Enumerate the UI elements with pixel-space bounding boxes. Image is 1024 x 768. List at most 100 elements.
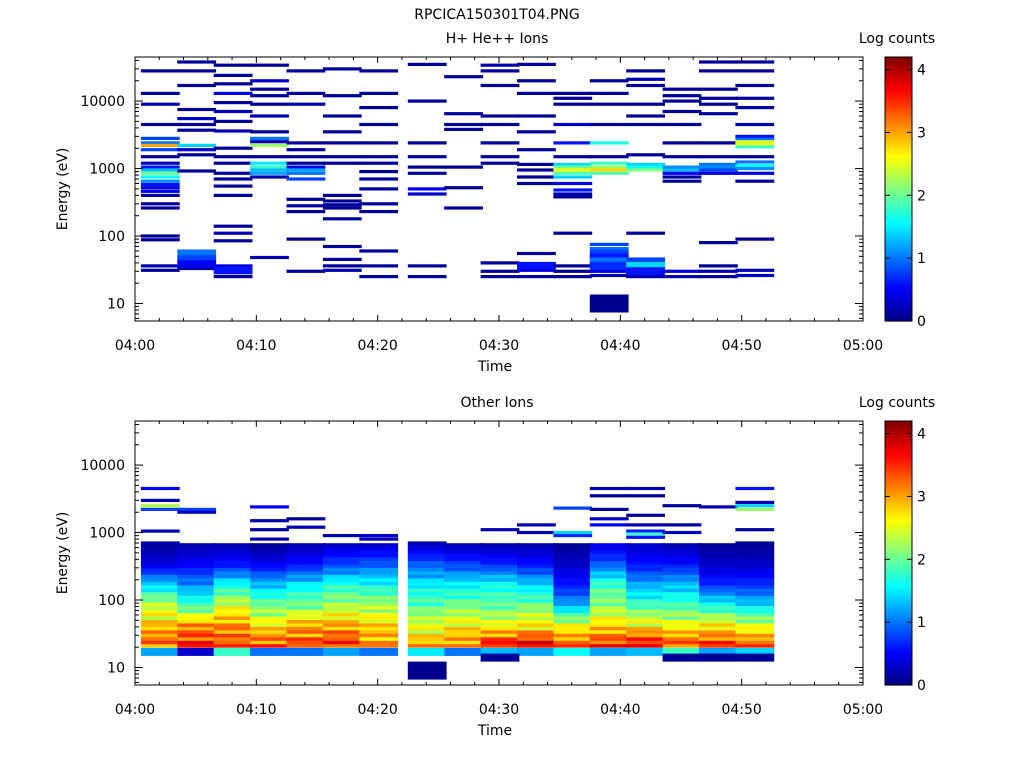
spectrogram-cell xyxy=(444,612,483,617)
spectrogram-cell xyxy=(322,612,362,617)
spectrogram-cell xyxy=(250,537,289,541)
spectrogram-cell xyxy=(177,546,217,551)
spectrogram-cell xyxy=(250,595,289,600)
colorbar-segment xyxy=(885,568,912,573)
spectrogram-cell xyxy=(626,275,665,279)
spectrogram-cell xyxy=(662,595,702,600)
colorbar-segment xyxy=(885,194,912,198)
spectrogram-cell xyxy=(517,605,556,610)
spectrogram-cell xyxy=(359,605,399,610)
spectrogram-cell xyxy=(177,636,217,641)
spectrogram-cell xyxy=(140,633,180,638)
spectrogram-cell xyxy=(735,546,775,551)
spectrogram-cell xyxy=(177,122,217,127)
colorbar-segment xyxy=(885,539,912,544)
spectrogram-cell xyxy=(626,636,665,641)
spectrogram-cell xyxy=(444,626,483,631)
colorbar-segment xyxy=(885,603,912,607)
spectrogram-cell xyxy=(626,168,665,172)
spectrogram-cell xyxy=(250,640,289,645)
spectrogram-cell xyxy=(407,557,447,561)
spectrogram-cell xyxy=(480,653,520,662)
spectrogram-cell xyxy=(286,605,326,610)
spectrogram-cell xyxy=(250,574,289,579)
spectrogram-cell xyxy=(444,186,483,190)
colorbar-segment xyxy=(885,505,912,509)
spectrogram-cell xyxy=(589,79,629,83)
colorbar-segment xyxy=(885,537,912,541)
colorbar-segment xyxy=(885,210,912,214)
colorbar-segment xyxy=(885,653,912,657)
colorbar-segment xyxy=(885,183,912,187)
spectrogram-cell xyxy=(589,616,629,620)
colorbar-segment xyxy=(885,70,912,74)
spectrogram-cell xyxy=(213,567,253,572)
colorbar-segment xyxy=(885,255,912,259)
spectrogram-cell xyxy=(250,612,289,617)
spectrogram-cell xyxy=(407,598,447,603)
spectrogram-cell xyxy=(140,504,180,508)
spectrogram-cell xyxy=(286,161,326,165)
spectrogram-cell xyxy=(359,534,399,538)
spectrogram-cell xyxy=(517,62,556,66)
colorbar-segment xyxy=(885,576,912,580)
spectrogram-cell xyxy=(735,595,775,600)
colorbar-segment xyxy=(885,115,912,119)
spectrogram-cell xyxy=(699,595,738,600)
spectrogram-cell xyxy=(177,510,217,514)
spectrogram-cell xyxy=(553,546,593,551)
colorbar-segment xyxy=(885,444,912,448)
spectrogram-cell xyxy=(177,595,217,600)
spectrogram-cell xyxy=(140,189,180,193)
spectrogram-cell xyxy=(286,598,326,603)
spectrogram-cell xyxy=(359,546,399,551)
spectrogram-cell xyxy=(517,640,556,645)
spectrogram-cell xyxy=(662,171,702,175)
spectrogram-cell xyxy=(662,504,702,508)
spectrogram-cell xyxy=(177,117,217,121)
spectrogram-cell xyxy=(140,619,180,624)
spectrogram-cell xyxy=(517,530,556,535)
spectrogram-cell xyxy=(553,623,593,627)
spectrogram-cell xyxy=(735,171,775,175)
spectrogram-cell xyxy=(553,181,593,186)
spectrogram-cell xyxy=(322,623,362,627)
spectrogram-cell xyxy=(589,141,629,145)
colorbar-segment xyxy=(885,682,912,686)
spectrogram-cell xyxy=(407,155,447,159)
spectrogram-cell xyxy=(407,560,447,565)
spectrogram-cell xyxy=(359,69,399,73)
spectrogram-cell xyxy=(359,122,399,127)
spectrogram-cell xyxy=(444,647,483,656)
spectrogram-cell xyxy=(480,574,520,579)
spectrogram-cell xyxy=(213,577,253,582)
spectrogram-cell xyxy=(213,193,253,197)
colorbar-segment xyxy=(885,550,912,554)
colorbar-segment xyxy=(885,80,912,84)
spectrogram-cell xyxy=(286,168,326,172)
spectrogram-cell xyxy=(213,647,253,656)
colorbar-segment xyxy=(885,428,912,433)
colorbar-segment xyxy=(885,109,912,114)
spectrogram-cell xyxy=(213,177,253,181)
spectrogram-cell xyxy=(359,560,399,565)
spectrogram-cell xyxy=(177,643,217,648)
spectrogram-cell xyxy=(359,91,399,95)
spectrogram-cell xyxy=(735,584,775,589)
spectrogram-cell xyxy=(213,591,253,596)
spectrogram-cell xyxy=(177,60,217,64)
spectrogram-cell xyxy=(177,567,217,572)
colorbar-segment xyxy=(885,489,912,493)
spectrogram-cell xyxy=(286,602,326,607)
spectrogram-cell xyxy=(626,564,665,568)
spectrogram-cell xyxy=(177,602,217,607)
spectrogram-cell xyxy=(322,609,362,613)
colorbar-segment xyxy=(885,149,912,153)
spectrogram-cell xyxy=(177,605,217,610)
colorbar-segment xyxy=(885,223,912,227)
colorbar-segment xyxy=(885,186,912,190)
spectrogram-cell xyxy=(322,640,362,645)
spectrogram-cell xyxy=(444,550,483,555)
spectrogram-cell xyxy=(213,171,253,175)
spectrogram-cell xyxy=(359,626,399,631)
